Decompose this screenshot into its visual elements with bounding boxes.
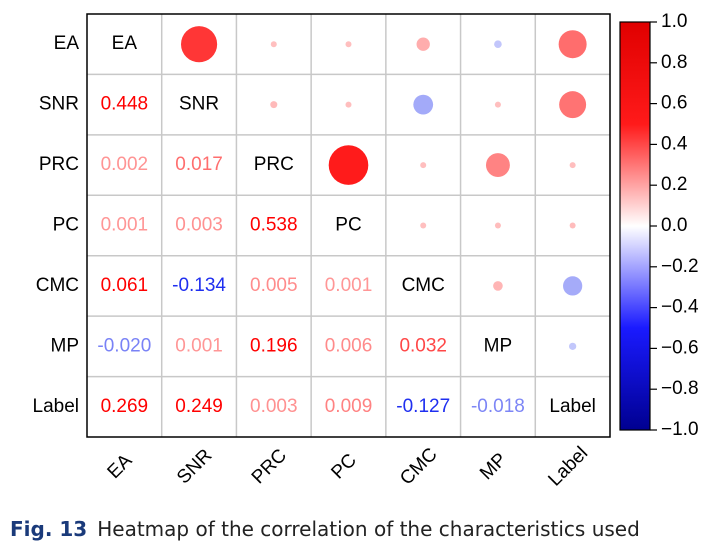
value-label: 0.003 <box>175 215 223 236</box>
diagonal-label: MP <box>484 335 513 356</box>
column-label: PRC <box>248 445 291 488</box>
correlation-dot <box>413 94 434 115</box>
value-label: 0.001 <box>325 275 373 296</box>
row-label: PRC <box>39 154 79 175</box>
row-label: PC <box>53 215 79 236</box>
row-label: MP <box>51 335 80 356</box>
correlation-dot <box>569 342 577 350</box>
colorbar-tick-label: 0.4 <box>661 133 688 154</box>
column-label: SNR <box>173 445 216 488</box>
value-label: 0.032 <box>399 335 447 356</box>
value-label: 0.538 <box>250 215 298 236</box>
row-label: SNR <box>39 94 79 115</box>
row-label: EA <box>54 33 80 54</box>
value-label: -0.134 <box>172 275 226 296</box>
value-label: 0.061 <box>101 275 149 296</box>
colorbar-tick-label: −1.0 <box>661 419 699 440</box>
value-label: 0.017 <box>175 154 223 175</box>
correlation-dot <box>345 101 352 108</box>
colorbar-tick-label: 1.0 <box>661 11 687 32</box>
colorbar-tick-label: −0.4 <box>661 297 699 318</box>
correlation-dot <box>559 91 587 119</box>
correlation-dot <box>416 37 430 51</box>
correlation-dot <box>180 26 218 63</box>
correlation-dot <box>345 41 352 48</box>
correlation-dot <box>420 222 427 229</box>
diagonal-label: Label <box>549 396 596 417</box>
colorbar-tick-label: 0.6 <box>661 93 687 114</box>
value-label: 0.006 <box>325 335 373 356</box>
correlation-dot <box>270 101 278 109</box>
value-label: 0.249 <box>175 396 223 417</box>
value-label: -0.127 <box>396 396 450 417</box>
column-label: Label <box>544 443 592 491</box>
correlation-dot <box>493 281 503 291</box>
column-label: CMC <box>396 444 441 489</box>
correlation-dot <box>569 162 576 169</box>
colorbar-tick-label: −0.6 <box>661 337 699 358</box>
column-label: MP <box>476 449 511 484</box>
correlation-dot <box>494 222 501 229</box>
value-label: 0.196 <box>250 335 298 356</box>
colorbar-tick-label: −0.2 <box>661 256 699 277</box>
value-label: 0.001 <box>175 335 223 356</box>
diagonal-label: SNR <box>179 94 219 115</box>
colorbar-tick-label: 0.0 <box>661 215 687 236</box>
row-label: Label <box>33 396 80 417</box>
value-label: 0.002 <box>101 154 149 175</box>
correlation-dot <box>569 222 576 229</box>
diagonal-label: CMC <box>402 275 445 296</box>
plot-border <box>86 13 611 438</box>
correlation-dot <box>485 153 510 178</box>
diagonal-label: PRC <box>254 154 294 175</box>
value-label: 0.269 <box>101 396 149 417</box>
value-label: 0.448 <box>101 94 149 115</box>
correlation-dot <box>270 41 277 48</box>
value-label: -0.020 <box>97 335 151 356</box>
value-label: -0.018 <box>471 396 525 417</box>
value-label: 0.001 <box>101 215 149 236</box>
row-label: CMC <box>36 275 79 296</box>
correlation-dot <box>494 101 501 108</box>
diagonal-label: EA <box>112 33 138 54</box>
correlation-dot <box>558 30 587 59</box>
correlation-dot <box>420 162 427 169</box>
column-label: EA <box>104 450 137 483</box>
caption-text: Heatmap of the correlation of the charac… <box>97 517 640 541</box>
correlation-dot <box>328 145 369 185</box>
correlation-dot <box>563 276 583 296</box>
correlation-dot <box>494 40 502 49</box>
colorbar-tick-label: 0.8 <box>661 52 687 73</box>
colorbar <box>619 21 651 431</box>
caption-label: Fig. 13 <box>10 517 87 541</box>
caption: Fig. 13 Heatmap of the correlation of the… <box>10 517 640 541</box>
diagonal-label: PC <box>335 215 361 236</box>
value-label: 0.009 <box>325 396 373 417</box>
column-label: PC <box>327 450 361 484</box>
value-label: 0.003 <box>250 396 298 417</box>
value-label: 0.005 <box>250 275 298 296</box>
colorbar-tick-label: −0.8 <box>661 378 699 399</box>
colorbar-tick-label: 0.2 <box>661 174 687 195</box>
